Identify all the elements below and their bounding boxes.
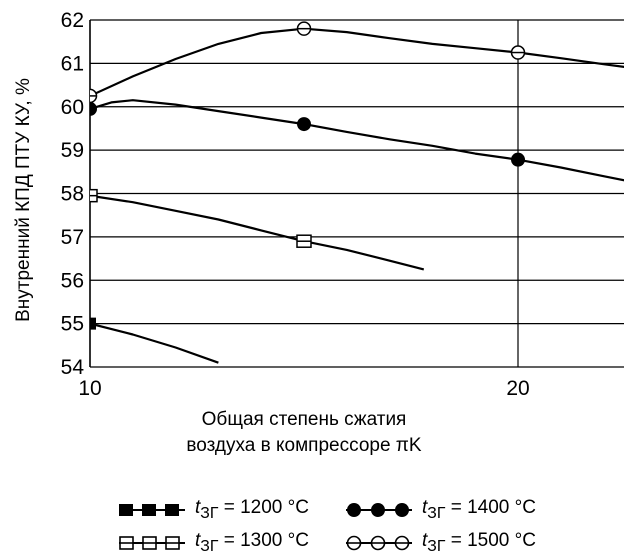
x-axis-title-line1: Общая степень сжатия	[201, 409, 407, 430]
x-tick-label: 20	[506, 377, 529, 400]
series-2	[90, 99, 624, 182]
series-line	[90, 27, 624, 97]
series-layer	[90, 21, 624, 364]
data-point	[90, 101, 97, 116]
data-point	[90, 317, 96, 330]
y-tick-label: 56	[61, 269, 84, 292]
legend-marker-open-square	[119, 536, 185, 550]
y-tick-label: 61	[61, 52, 84, 75]
x-tick-label: 10	[78, 377, 101, 400]
series-line	[90, 99, 624, 182]
series-3	[90, 21, 624, 104]
data-point	[511, 152, 525, 167]
legend-label-1300: tЗГ = 1300 °C	[195, 530, 309, 555]
series-line	[90, 322, 219, 364]
legend-marker-filled-square	[119, 503, 185, 516]
y-tick-label: 59	[61, 139, 84, 162]
y-tick-label: 60	[61, 96, 84, 119]
legend-item-1500: tЗГ = 1500 °C	[344, 530, 536, 556]
y-tick-label: 58	[61, 183, 84, 206]
legend-item-1400: tЗГ = 1400 °C	[344, 497, 536, 523]
y-axis-title: Внутренний КПД ПТУ КУ, %	[13, 78, 34, 322]
legend-item-1200: tЗГ = 1200 °C	[117, 497, 309, 523]
grid	[89, 19, 624, 368]
legend-label-1500: tЗГ = 1500 °C	[422, 530, 536, 555]
legend-marker-open-circle	[346, 535, 412, 551]
legend-label-1400: tЗГ = 1400 °C	[422, 497, 536, 522]
legend-marker-filled-circle	[346, 502, 412, 517]
y-tick-label: 55	[61, 313, 84, 336]
x-axis-title-line2: воздуха в компрессоре πK	[186, 435, 422, 456]
legend-item-1300: tЗГ = 1300 °C	[117, 530, 309, 556]
y-tick-label: 54	[61, 356, 85, 379]
series-0	[90, 317, 219, 364]
series-1	[90, 188, 425, 271]
data-point	[297, 117, 311, 132]
y-tick-label: 62	[61, 9, 84, 32]
series-line	[90, 194, 425, 271]
legend-label-1200: tЗГ = 1200 °C	[195, 497, 309, 522]
tick-labels: 545556575859606162102030	[61, 9, 530, 400]
y-tick-label: 57	[61, 226, 84, 249]
